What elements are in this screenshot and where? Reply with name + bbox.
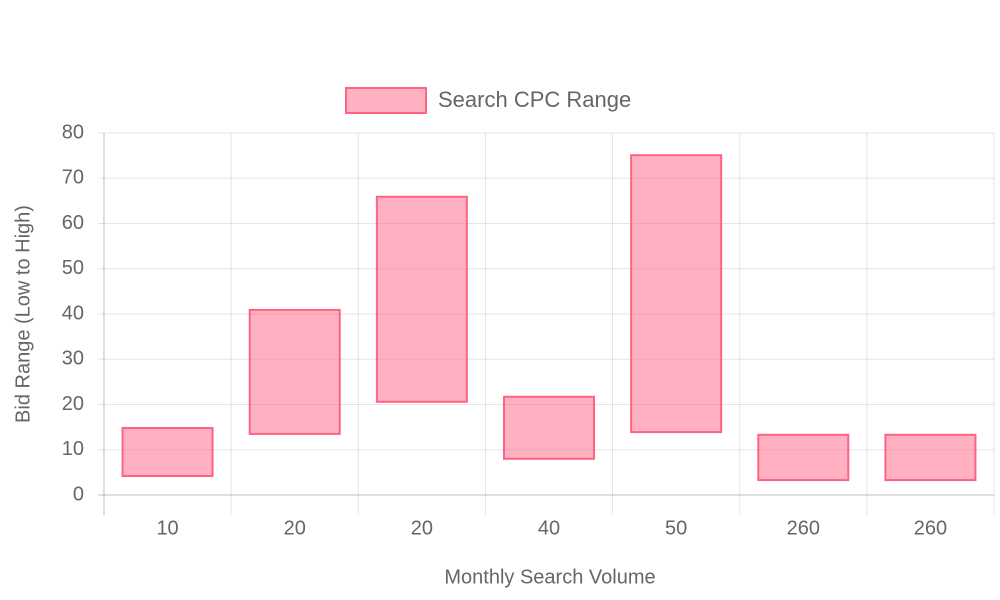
x-tick-label: 260 xyxy=(787,517,820,539)
x-tick-label: 50 xyxy=(665,517,687,539)
legend-swatch xyxy=(345,87,427,114)
x-tick-label: 260 xyxy=(914,517,947,539)
x-tick-label: 40 xyxy=(538,517,560,539)
bar xyxy=(248,308,341,435)
bar xyxy=(630,154,723,434)
y-tick-label: 80 xyxy=(62,121,84,143)
x-axis-title: Monthly Search Volume xyxy=(444,566,655,588)
legend-label: Search CPC Range xyxy=(438,87,631,112)
y-tick-label: 70 xyxy=(62,167,84,189)
x-tick-label: 20 xyxy=(284,517,306,539)
bar xyxy=(375,195,468,403)
bar xyxy=(884,433,977,482)
y-tick-label: 20 xyxy=(62,393,84,415)
bar xyxy=(503,395,595,460)
y-tick-label: 0 xyxy=(73,483,84,505)
y-axis-title: Bid Range (Low to High) xyxy=(12,205,34,423)
x-tick-label: 20 xyxy=(411,517,433,539)
y-tick-label: 10 xyxy=(62,438,84,460)
y-tick-label: 50 xyxy=(62,257,84,279)
bar xyxy=(757,433,850,482)
y-tick-label: 60 xyxy=(62,212,84,234)
y-tick-label: 40 xyxy=(62,302,84,324)
bar xyxy=(121,427,214,477)
y-tick-label: 30 xyxy=(62,348,84,370)
x-tick-label: 10 xyxy=(156,517,178,539)
